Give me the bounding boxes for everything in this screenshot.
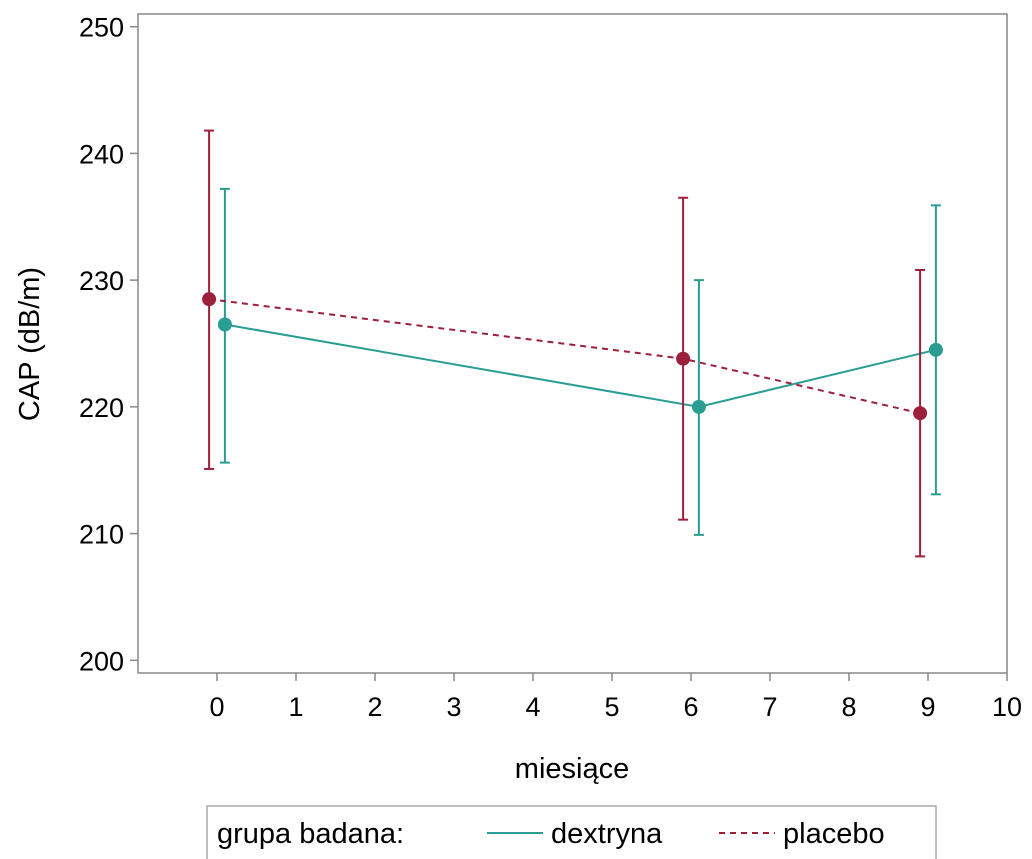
y-tick-label: 210 bbox=[79, 520, 124, 550]
data-point bbox=[928, 342, 943, 357]
data-point bbox=[676, 351, 691, 366]
series-layer bbox=[202, 129, 943, 558]
x-axis: 0 1 2 3 4 5 6 7 8 9 10 bbox=[209, 673, 1022, 722]
y-tick-label: 220 bbox=[79, 393, 124, 423]
legend-title: grupa badana: bbox=[217, 818, 404, 850]
y-tick-label: 250 bbox=[79, 13, 124, 43]
series-line bbox=[224, 323, 937, 408]
legend-label-dextryna: dextryna bbox=[551, 818, 663, 850]
x-tick-label: 5 bbox=[604, 692, 619, 722]
legend: grupa badana: dextryna placebo bbox=[206, 805, 937, 859]
x-axis-title: miesiące bbox=[515, 753, 629, 785]
x-tick-label: 0 bbox=[209, 692, 224, 722]
x-tick-label: 10 bbox=[992, 692, 1022, 722]
x-tick-label: 6 bbox=[683, 692, 698, 722]
y-tick-label: 200 bbox=[79, 646, 124, 676]
legend-label-placebo: placebo bbox=[783, 818, 885, 850]
x-tick-label: 3 bbox=[446, 692, 461, 722]
x-tick-label: 1 bbox=[288, 692, 303, 722]
x-tick-label: 8 bbox=[841, 692, 856, 722]
y-tick-label: 230 bbox=[79, 266, 124, 296]
series-dextryna bbox=[217, 187, 943, 536]
data-point bbox=[202, 292, 217, 307]
x-tick-label: 9 bbox=[920, 692, 935, 722]
legend-frame bbox=[206, 805, 937, 859]
y-axis-title: CAP (dB/m) bbox=[14, 267, 46, 421]
data-point bbox=[217, 317, 232, 332]
y-axis: 200 210 220 230 240 250 bbox=[79, 13, 138, 676]
series-line bbox=[208, 298, 921, 415]
plot-frame bbox=[137, 13, 1008, 674]
data-point bbox=[913, 406, 928, 421]
series-placebo bbox=[202, 129, 928, 558]
x-tick-label: 2 bbox=[367, 692, 382, 722]
x-tick-label: 4 bbox=[525, 692, 540, 722]
data-point bbox=[691, 399, 706, 414]
x-tick-label: 7 bbox=[762, 692, 777, 722]
y-tick-label: 240 bbox=[79, 139, 124, 169]
